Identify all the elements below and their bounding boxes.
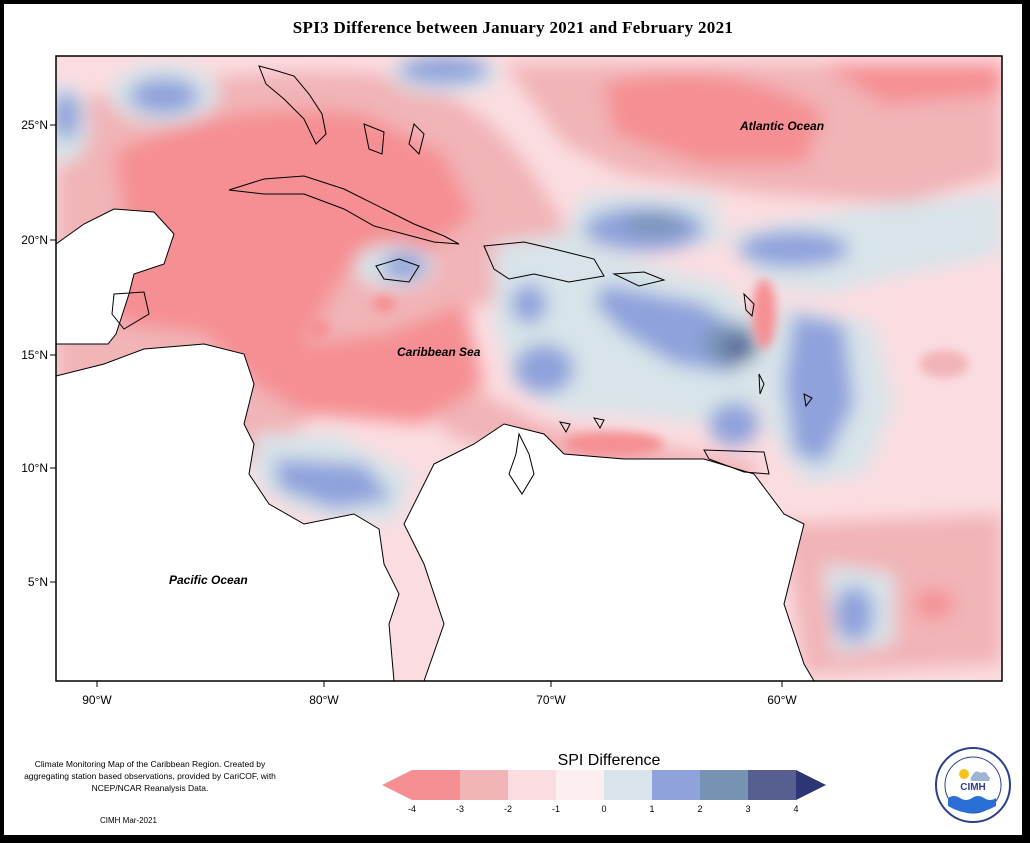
lon-tick-label: 90°W <box>82 693 112 707</box>
lon-axis: 90°W 80°W 70°W 60°W <box>82 681 797 707</box>
map-border <box>55 55 1003 682</box>
lat-tick-label: 15°N <box>21 348 48 362</box>
lat-tick-label: 20°N <box>21 233 48 247</box>
legend-swatch <box>412 770 460 800</box>
coastlines <box>111 65 813 495</box>
logo-abbr: CIMH <box>960 782 986 793</box>
legend-swatch <box>604 770 652 800</box>
figure-frame: SPI3 Difference between January 2021 and… <box>4 4 1022 835</box>
legend-swatches <box>382 770 826 800</box>
legend-swatch <box>508 770 556 800</box>
map-description: Climate Monitoring Map of the Caribbean … <box>24 759 276 793</box>
legend-arrow-low <box>382 770 412 800</box>
legend-label: 1 <box>649 804 654 814</box>
pacific-ocean-label: Pacific Ocean <box>169 573 248 587</box>
legend-label: 2 <box>697 804 702 814</box>
map-title: SPI3 Difference between January 2021 and… <box>292 18 734 37</box>
legend-swatch <box>556 770 604 800</box>
spi-map: 25°N 20°N 15°N 10°N 5°N 90°W 80°W 70°W 6… <box>21 55 1003 707</box>
color-legend: -4 -3 -2 -1 0 1 2 3 4 <box>382 770 826 814</box>
map-credit: CIMH Mar-2021 <box>100 816 157 825</box>
lon-tick-label: 70°W <box>536 693 566 707</box>
legend-label: 3 <box>745 804 750 814</box>
legend-arrow-high <box>796 770 826 800</box>
land-mask <box>56 208 815 681</box>
legend-swatch <box>700 770 748 800</box>
atlantic-ocean-label: Atlantic Ocean <box>739 119 824 133</box>
lat-tick-label: 5°N <box>28 575 48 589</box>
legend-label: 4 <box>793 804 798 814</box>
legend-label: -2 <box>504 804 512 814</box>
legend-label: -4 <box>408 804 416 814</box>
legend-label: -3 <box>456 804 464 814</box>
legend-title: SPI Difference <box>557 752 661 769</box>
lon-tick-label: 80°W <box>309 693 339 707</box>
cimh-logo: CIMH <box>935 747 1011 823</box>
cloud-icon <box>970 771 990 781</box>
lat-tick-label: 10°N <box>21 461 48 475</box>
legend-swatch <box>748 770 796 800</box>
lon-tick-label: 60°W <box>767 693 797 707</box>
legend-label: -1 <box>552 804 560 814</box>
legend-labels: -4 -3 -2 -1 0 1 2 3 4 <box>408 804 799 814</box>
legend-swatch <box>652 770 700 800</box>
legend-swatch <box>460 770 508 800</box>
lat-axis: 25°N 20°N 15°N 10°N 5°N <box>21 118 56 589</box>
waves-icon <box>948 796 996 813</box>
caribbean-sea-label: Caribbean Sea <box>397 345 481 359</box>
lat-tick-label: 25°N <box>21 118 48 132</box>
sun-icon <box>959 769 969 779</box>
legend-label: 0 <box>601 804 606 814</box>
spi-field <box>56 56 1002 681</box>
